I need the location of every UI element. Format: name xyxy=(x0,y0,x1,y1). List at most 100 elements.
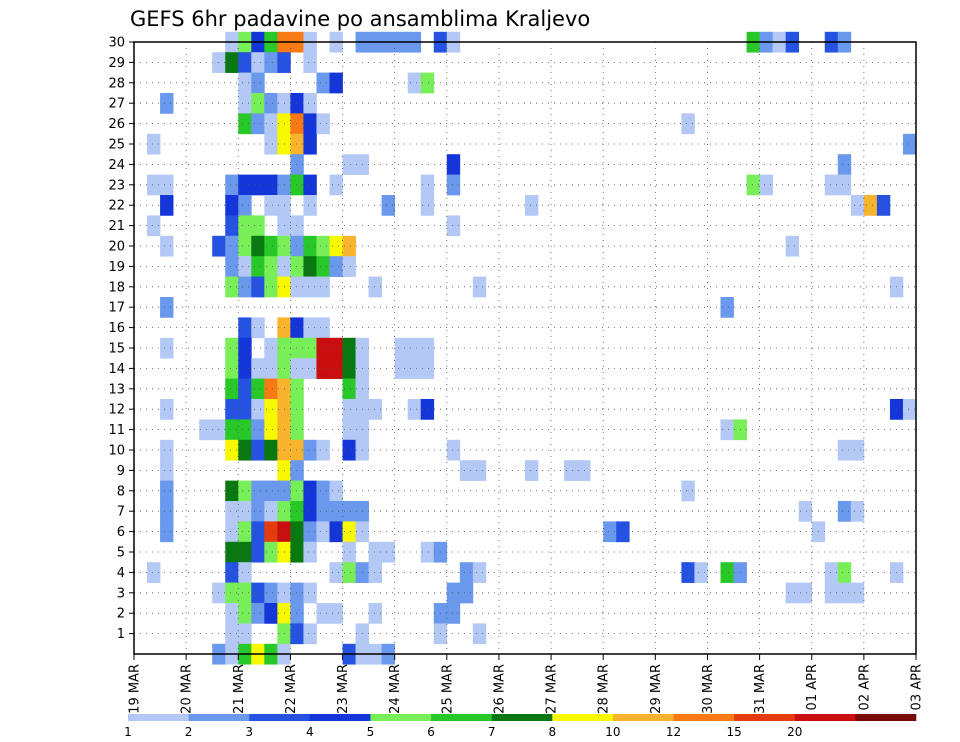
y-tick-label: 6 xyxy=(117,525,125,540)
precip-cell xyxy=(303,439,317,461)
precip-cell xyxy=(329,256,343,277)
colorbar-label: 15 xyxy=(727,725,742,739)
precip-cell xyxy=(577,460,591,481)
colorbar-label: 20 xyxy=(787,725,802,739)
precip-cell xyxy=(225,521,239,543)
precip-cell xyxy=(303,113,317,135)
precip-cell xyxy=(342,154,356,175)
precip-cell xyxy=(290,439,304,461)
precip-cell xyxy=(720,562,734,583)
precip-cell xyxy=(381,541,396,563)
precip-cell xyxy=(225,337,239,359)
precip-cell xyxy=(290,133,304,155)
precip-cell xyxy=(446,154,461,175)
y-tick-label: 26 xyxy=(108,117,125,132)
precip-cell xyxy=(264,603,278,624)
y-tick-label: 16 xyxy=(108,321,125,336)
precip-cell xyxy=(251,501,265,522)
precip-cell xyxy=(459,562,474,583)
precip-cell xyxy=(303,317,317,339)
precip-cell xyxy=(238,623,252,645)
precip-cell xyxy=(368,562,382,583)
precip-cell xyxy=(147,174,161,196)
precip-cell xyxy=(290,337,304,359)
precip-cell xyxy=(303,133,317,155)
precip-cell xyxy=(837,501,852,522)
precip-cell xyxy=(225,195,239,216)
precip-cell xyxy=(251,72,265,94)
precip-cell xyxy=(290,399,304,420)
precip-cell xyxy=(290,256,304,277)
precip-cell xyxy=(238,235,252,257)
y-tick-label: 14 xyxy=(108,362,125,377)
precip-cell xyxy=(225,215,239,237)
precip-cell xyxy=(303,480,317,502)
precip-cell xyxy=(238,378,252,400)
precip-cell xyxy=(303,174,317,196)
precip-cell xyxy=(290,215,304,237)
precip-cell xyxy=(264,195,278,216)
precip-cell xyxy=(238,521,252,543)
grid-lines xyxy=(134,42,916,654)
precip-cell xyxy=(850,501,865,522)
precip-cell xyxy=(238,256,252,277)
precip-cell xyxy=(420,541,435,563)
precip-cell xyxy=(225,603,239,624)
precip-cell xyxy=(407,337,422,359)
precip-cell xyxy=(316,256,330,277)
x-tick-label: 23 MAR xyxy=(336,664,351,714)
colorbar-label: 5 xyxy=(367,725,375,739)
precip-cell xyxy=(720,297,734,318)
precip-cell xyxy=(407,72,422,94)
precip-cell xyxy=(225,439,239,461)
precip-cell xyxy=(746,174,760,196)
x-tick-label: 22 MAR xyxy=(284,664,299,714)
x-tick-label: 03 APR xyxy=(910,664,925,710)
precip-cell xyxy=(251,480,265,502)
colorbar-swatch xyxy=(552,714,614,721)
precip-cell xyxy=(290,541,304,563)
precip-cell xyxy=(420,72,435,94)
precipitation-cells xyxy=(147,31,917,665)
precip-cell xyxy=(290,378,304,400)
y-tick-label: 11 xyxy=(108,423,125,438)
precip-cell xyxy=(225,501,239,522)
precip-cell xyxy=(264,113,278,135)
precip-cell xyxy=(759,174,773,196)
precip-cell xyxy=(225,419,239,441)
precip-cell xyxy=(316,317,330,339)
precip-cell xyxy=(603,521,617,543)
precip-cell xyxy=(251,358,265,379)
precip-cell xyxy=(264,378,278,400)
precip-cell xyxy=(238,72,252,94)
y-tick-label: 27 xyxy=(108,97,125,112)
precip-cell xyxy=(329,501,343,522)
y-tick-label: 28 xyxy=(108,76,125,91)
precip-cell xyxy=(303,337,317,359)
precip-cell xyxy=(342,235,356,257)
precip-cell xyxy=(251,317,265,339)
precip-cell xyxy=(837,439,852,461)
y-tick-label: 19 xyxy=(108,260,125,275)
colorbar-label: 6 xyxy=(427,725,435,739)
precip-cell xyxy=(681,562,695,583)
colorbar-swatch xyxy=(431,714,492,721)
x-tick-label: 21 MAR xyxy=(232,664,247,714)
precip-cell xyxy=(902,399,917,420)
precip-cell xyxy=(329,174,343,196)
precip-cell xyxy=(303,582,317,604)
precip-cell xyxy=(238,399,252,420)
precip-cell xyxy=(147,562,161,583)
precip-cell xyxy=(238,113,252,135)
precip-cell xyxy=(238,541,252,563)
precip-cell xyxy=(446,439,461,461)
precip-cell xyxy=(525,460,539,481)
precip-cell xyxy=(342,337,356,359)
precip-cell xyxy=(264,174,278,196)
precip-cell xyxy=(264,256,278,277)
precip-cell xyxy=(160,235,174,257)
precip-cell xyxy=(420,399,435,420)
precip-cell xyxy=(225,562,239,583)
colorbar-label: 10 xyxy=(605,725,620,739)
precip-cell xyxy=(446,582,461,604)
